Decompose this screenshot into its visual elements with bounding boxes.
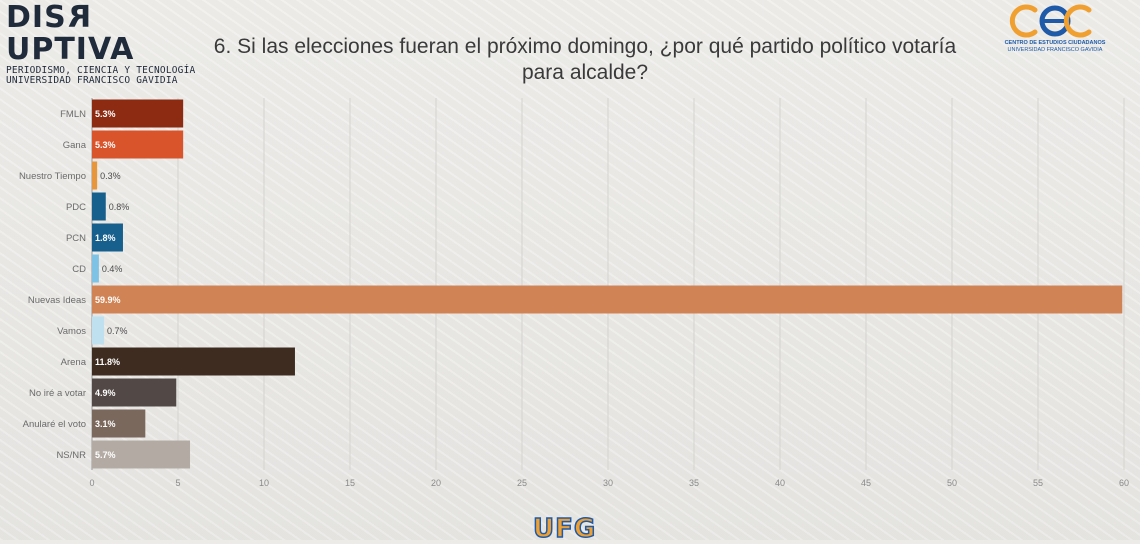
chart-title: 6. Si las elecciones fueran el próximo d… (213, 35, 957, 84)
x-tick-label: 40 (775, 478, 785, 488)
ufg-logo: UFG (532, 513, 597, 544)
cec-line-1: CENTRO DE ESTUDIOS CIUDADANOS (1004, 40, 1106, 46)
y-tick-label: FMLN (60, 109, 86, 120)
y-tick-label: Nuevas Ideas (28, 295, 86, 306)
data-label: 0.4% (102, 264, 123, 274)
y-tick-label: PCN (66, 233, 86, 244)
x-tick-label: 35 (689, 478, 699, 488)
disruptiva-logo: DISRUPTIVA PERIODISMO, CIENCIA Y TECNOLO… (6, 0, 196, 86)
bar (92, 378, 177, 407)
labels: 0 5 10 15 20 25 30 35 40 45 50 55 60 FMLN 5.3% Gana 5.3%… (19, 109, 1129, 488)
x-tick-label: 10 (259, 478, 269, 488)
cec-line-2: UNIVERSIDAD FRANCISCO GAVIDIA (1007, 47, 1103, 53)
bars (92, 99, 1123, 469)
cec-mark-icon (1009, 4, 1092, 38)
y-tick-label: CD (72, 264, 86, 275)
disruptiva-subtitle-2: UNIVERSIDAD FRANCISCO GAVIDIA (6, 75, 178, 86)
data-label: 5.3% (95, 109, 116, 119)
data-label: 1.8% (95, 233, 116, 243)
y-tick-label: Vamos (57, 326, 86, 337)
cec-logo: CENTRO DE ESTUDIOS CIUDADANOS UNIVERSIDA… (990, 2, 1120, 54)
y-tick-label: NS/NR (56, 450, 86, 461)
bar (92, 285, 1123, 314)
x-tick-label: 5 (175, 478, 180, 488)
data-label: 0.3% (100, 171, 121, 181)
y-tick-label: Gana (63, 140, 87, 151)
data-label: 3.1% (95, 419, 116, 429)
disruptiva-brand: DISRUPTIVA (6, 0, 135, 67)
x-tick-label: 15 (345, 478, 355, 488)
bar (92, 223, 123, 252)
bar (92, 409, 146, 438)
y-tick-label: Anularé el voto (23, 419, 86, 430)
x-tick-label: 0 (89, 478, 94, 488)
data-label: 0.7% (107, 326, 128, 336)
x-tick-label: 20 (431, 478, 441, 488)
data-label: 5.3% (95, 140, 116, 150)
x-tick-label: 50 (947, 478, 957, 488)
bar (92, 347, 295, 376)
bar (92, 440, 191, 469)
y-tick-label: Arena (61, 357, 87, 368)
bar (92, 130, 184, 159)
bar (92, 161, 98, 190)
x-tick-label: 55 (1033, 478, 1043, 488)
x-tick-label: 45 (861, 478, 871, 488)
x-tick-label: 60 (1119, 478, 1129, 488)
x-tick-label: 25 (517, 478, 527, 488)
x-tick-label: 30 (603, 478, 613, 488)
disruptiva-subtitle-1: PERIODISMO, CIENCIA Y TECNOLOGÍA (6, 65, 196, 76)
data-label: 4.9% (95, 388, 116, 398)
data-label: 5.7% (95, 450, 116, 460)
bar (92, 192, 106, 221)
bar (92, 316, 105, 345)
y-tick-label: PDC (66, 202, 86, 213)
y-tick-label: Nuestro Tiempo (19, 171, 86, 182)
data-label: 59.9% (95, 295, 121, 305)
bar (92, 99, 184, 128)
data-label: 11.8% (95, 357, 120, 367)
y-tick-label: No iré a votar (29, 388, 86, 399)
data-label: 0.8% (109, 202, 130, 212)
grid-lines (91, 98, 1125, 470)
bar (92, 254, 99, 283)
